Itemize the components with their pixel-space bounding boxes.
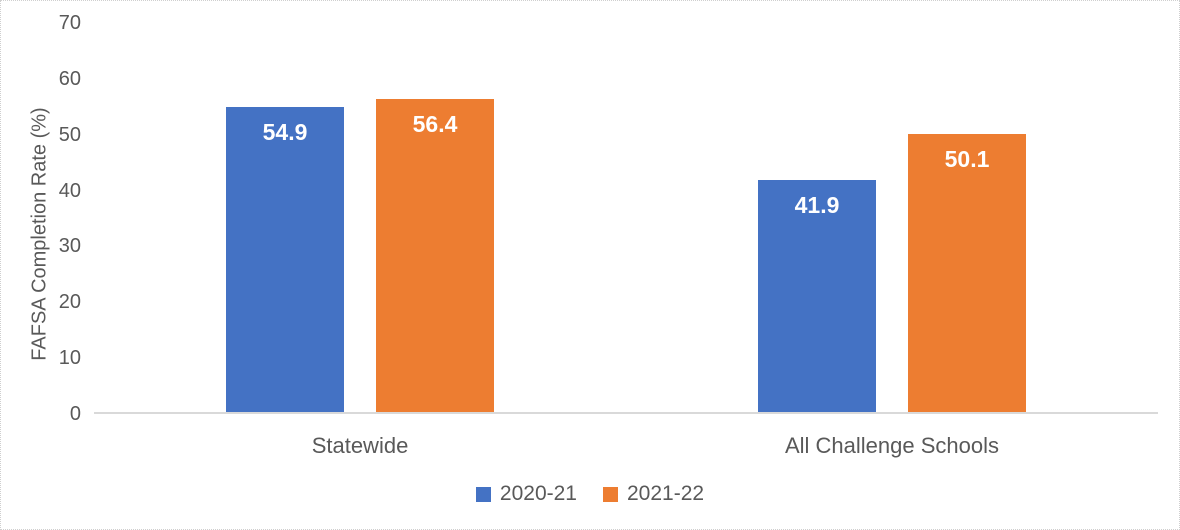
bar-2021-22-Statewide: 56.4	[376, 98, 494, 414]
y-tick-label: 50	[58, 123, 81, 146]
legend-item-2021-22: 2021-22	[603, 482, 704, 506]
legend-item-2020-21: 2020-21	[475, 482, 577, 506]
bar-2020-21-All Challenge Schools: 41.9	[758, 179, 876, 414]
legend-label: 2021-22	[627, 482, 705, 505]
y-tick-label: 20	[58, 291, 81, 314]
bar-data-label: 54.9	[262, 119, 308, 146]
legend: 2020-21 2021-22	[1, 482, 1179, 506]
bar-2020-21-Statewide: 54.9	[226, 107, 344, 414]
category-label: All Challenge Schools	[784, 433, 1000, 458]
y-tick-label: 60	[58, 67, 81, 90]
legend-swatch-icon	[603, 486, 618, 502]
y-tick-label: 30	[58, 235, 81, 258]
y-tick-label: 70	[58, 12, 81, 34]
bar-data-label: 41.9	[794, 191, 840, 218]
legend-label: 2020-21	[499, 482, 577, 505]
y-tick-label: 40	[58, 179, 81, 202]
y-tick-label: 10	[58, 347, 81, 370]
bar-data-label: 56.4	[412, 110, 458, 137]
y-tick-label: 0	[69, 403, 81, 425]
category-label: Statewide	[311, 433, 409, 458]
x-axis-line	[94, 412, 1158, 414]
bar-data-label: 50.1	[944, 146, 990, 173]
legend-swatch-icon	[475, 486, 491, 502]
bar-2021-22-All Challenge Schools: 50.1	[908, 134, 1026, 414]
